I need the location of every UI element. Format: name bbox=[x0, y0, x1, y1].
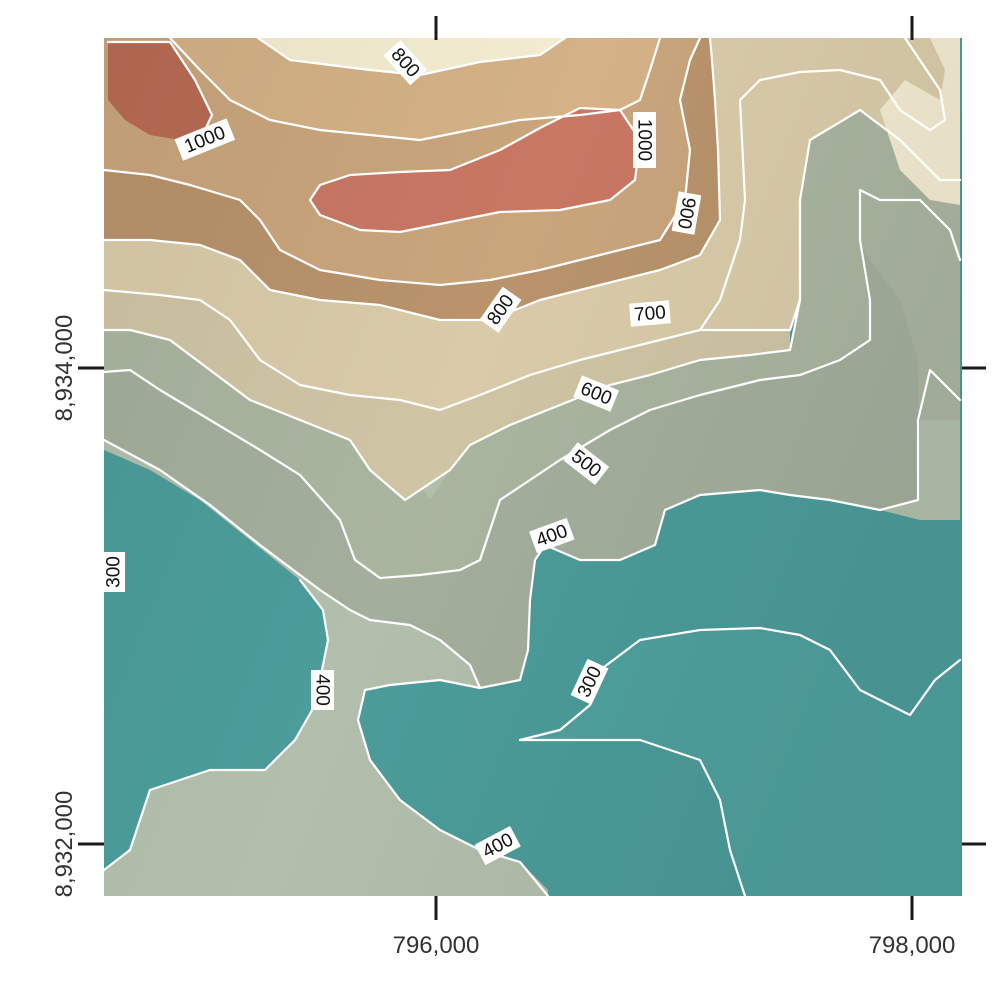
contour-label: 400 bbox=[312, 674, 333, 706]
contour-600 bbox=[104, 198, 802, 502]
y-tick-label: 8,934,000 bbox=[51, 315, 78, 422]
axis-tick-labels: 796,000 798,000 8,934,000 8,932,000 bbox=[51, 315, 955, 959]
x-tick-label: 798,000 bbox=[869, 932, 956, 959]
y-tick-label: 8,932,000 bbox=[51, 791, 78, 898]
contour-800-main bbox=[104, 38, 722, 322]
contour-800-top bbox=[256, 38, 567, 77]
contour-900-b bbox=[104, 38, 702, 287]
elevation-raster bbox=[104, 38, 962, 896]
contour-label: 700 bbox=[633, 302, 666, 326]
contour-label: 300 bbox=[104, 556, 125, 588]
contour-500 bbox=[104, 188, 962, 580]
contour-400-main bbox=[104, 368, 962, 690]
contour-labels: 800 1000 1000 900 800 700 600 500 bbox=[102, 40, 702, 866]
contour-300-right bbox=[518, 626, 962, 742]
axis-ticks bbox=[78, 16, 986, 920]
contour-700 bbox=[104, 108, 962, 412]
contour-900-a bbox=[168, 38, 662, 142]
contour-400-left bbox=[104, 578, 330, 872]
x-tick-label: 796,000 bbox=[393, 932, 480, 959]
contour-700-topright bbox=[698, 38, 947, 332]
contour-lines bbox=[104, 38, 962, 896]
contour-300-inner bbox=[518, 738, 747, 896]
contour-label: 1000 bbox=[634, 119, 655, 161]
